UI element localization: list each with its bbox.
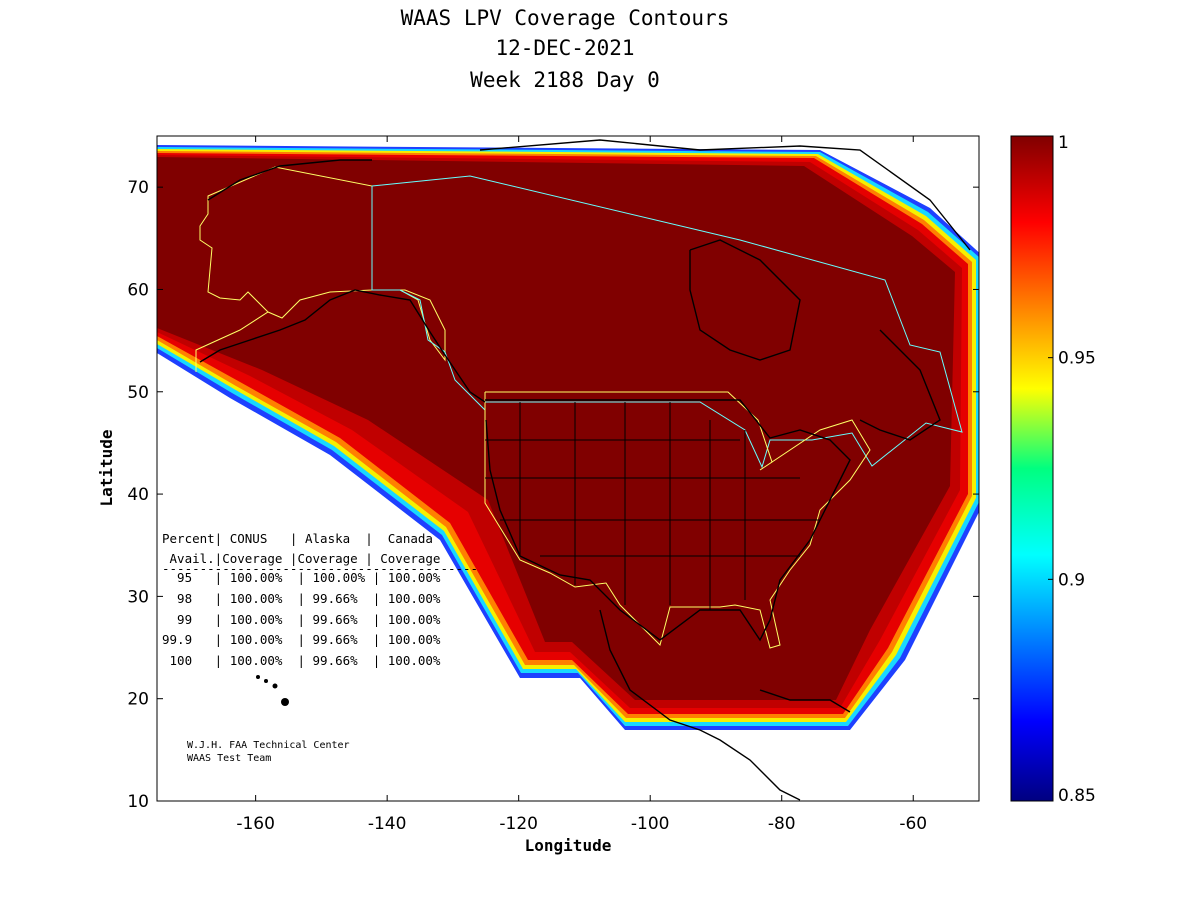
conus-service-boundary <box>484 391 871 649</box>
x-tick-label: -160 <box>236 814 275 834</box>
y-tick-label: 20 <box>127 690 149 710</box>
colorbar-tick-label: 1 <box>1058 133 1069 153</box>
chart-title-line-3: Week 2188 Day 0 <box>470 68 660 92</box>
colorbar <box>1010 135 1054 802</box>
coverage-stats-table: Percent| CONUS | Alaska | Canada Avail.|… <box>162 531 478 668</box>
credit-line-1: W.J.H. FAA Technical Center <box>187 740 350 751</box>
x-axis-label: Longitude <box>525 836 612 855</box>
coastline-outlines <box>199 139 971 801</box>
y-tick-label: 60 <box>127 280 149 300</box>
y-tick-label: 40 <box>127 485 149 505</box>
x-axis-ticks: -160 -140 -120 -100 -80 -60 <box>236 136 927 834</box>
hawaii-islands <box>256 675 289 706</box>
y-axis-ticks: 10 20 30 40 50 60 70 <box>127 178 979 812</box>
stats-row: 99 | 100.00% | 99.66% | 100.00% <box>162 612 441 627</box>
colorbar-ticks: 1 0.95 0.9 0.85 <box>1048 133 1096 806</box>
colorbar-tick-label: 0.9 <box>1058 570 1085 590</box>
chart-title-line-1: WAAS LPV Coverage Contours <box>400 6 730 30</box>
stats-header-line-2: Avail.|Coverage |Coverage | Coverage <box>162 551 440 566</box>
chart-title-line-2: 12-DEC-2021 <box>495 36 635 60</box>
credit-line-2: WAAS Test Team <box>187 753 271 764</box>
stats-row: 98 | 100.00% | 99.66% | 100.00% <box>162 591 441 606</box>
colorbar-tick-label: 0.85 <box>1058 786 1096 806</box>
stats-divider: ----------------------------------------… <box>162 561 478 576</box>
stats-row: 100 | 100.00% | 99.66% | 100.00% <box>162 653 441 668</box>
x-tick-label: -80 <box>768 814 796 834</box>
x-tick-label: -140 <box>368 814 407 834</box>
y-axis-label: Latitude <box>97 429 116 506</box>
x-tick-label: -120 <box>499 814 538 834</box>
plot-frame <box>156 135 980 802</box>
y-tick-label: 30 <box>127 587 149 607</box>
y-tick-label: 70 <box>127 178 149 198</box>
state-boundaries <box>485 402 820 610</box>
x-tick-label: -60 <box>899 814 927 834</box>
colorbar-tick-label: 0.95 <box>1058 349 1096 369</box>
canada-service-boundary <box>371 175 963 469</box>
stats-row: 95 | 100.00% | 100.00% | 100.00% <box>162 570 441 585</box>
stats-header-line-1: Percent| CONUS | Alaska | Canada <box>162 531 433 546</box>
x-tick-label: -100 <box>631 814 670 834</box>
y-tick-label: 50 <box>127 383 149 403</box>
stats-row: 99.9 | 100.00% | 99.66% | 100.00% <box>162 632 441 647</box>
y-tick-label: 10 <box>127 792 149 812</box>
coverage-core-full <box>157 157 955 700</box>
